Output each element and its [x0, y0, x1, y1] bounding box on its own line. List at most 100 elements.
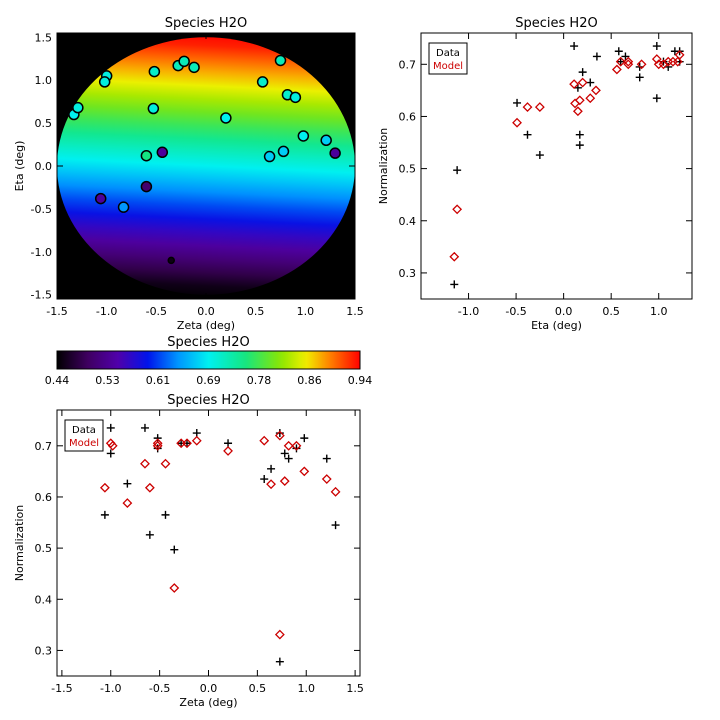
- eta-model-point: [572, 106, 583, 117]
- zeta-model-point: [223, 446, 233, 456]
- zeta-model-point: [152, 438, 163, 449]
- map-xtick-label: 0.5: [247, 305, 265, 318]
- zeta-data-point: [106, 423, 115, 432]
- eta-model-point: [672, 56, 683, 67]
- zeta-xtick-label: -0.5: [149, 682, 170, 695]
- eta-legend-box: [428, 42, 468, 75]
- map-point: [297, 130, 310, 142]
- eta-data-point: [513, 98, 522, 107]
- eta-model-point: [585, 93, 596, 104]
- zeta-model-point: [182, 438, 192, 449]
- map-point: [263, 150, 276, 163]
- eta-data-point: [586, 78, 595, 87]
- eta-model-point: [623, 59, 634, 70]
- eta-data-point: [575, 130, 584, 139]
- zeta-data-point: [145, 530, 154, 539]
- map-ytick-label: 1.5: [35, 31, 53, 44]
- eta-title: Species H2O: [515, 16, 597, 31]
- eta-data-point: [453, 166, 462, 175]
- map-ytick-label: -0.5: [31, 203, 52, 216]
- zeta-data-point: [275, 429, 284, 438]
- map-ylabel: Eta (deg): [13, 141, 26, 192]
- map-ytick-label: -1.0: [31, 246, 52, 259]
- colorbar-tick-label: 0.78: [247, 374, 272, 387]
- colorbar-title: Species H2O: [167, 335, 249, 350]
- eta-model-point: [569, 79, 580, 90]
- zeta-data-point: [153, 444, 162, 453]
- eta-data-point: [592, 52, 601, 61]
- zeta-xtick-label: 1.0: [297, 682, 315, 695]
- zeta-xtick-label: -1.5: [51, 682, 72, 695]
- map-xtick-label: -1.5: [46, 305, 67, 318]
- zeta-data-point: [140, 423, 149, 432]
- zeta-data-point: [192, 429, 201, 438]
- zeta-model-point: [107, 440, 118, 451]
- colorbar-panel: Species H2O 0.44 0.53 0.61 0.69 0.78 0.86 0.94: [45, 335, 373, 387]
- map-xlabel: Zeta (deg): [177, 319, 235, 332]
- eta-ytick-label: 0.7: [399, 58, 417, 71]
- zeta-data-point: [322, 454, 331, 463]
- map-ytick-label: 1.0: [35, 74, 53, 87]
- eta-ylabel: Normalization: [377, 128, 390, 204]
- zeta-ytick-label: 0.7: [35, 440, 53, 453]
- map-point: [140, 180, 153, 193]
- eta-data-point: [621, 52, 630, 61]
- eta-xtick-label: 0.0: [555, 305, 573, 318]
- map-ytick-label: 0.5: [35, 117, 53, 130]
- zeta-data-point: [161, 510, 170, 519]
- zeta-scatter-panel: -1.5 -1.0 -0.5 0.0 0.5 1.0 1.5 0.3 0.4 0.5 0.6 0.7 S…: [13, 393, 364, 709]
- eta-model-point: [615, 56, 626, 67]
- colorbar-tick-label: 0.86: [297, 374, 322, 387]
- map-panel: -1.5 -1.0 -0.5 0.0 0.5 1.0 1.5 -1.5 -1.0 -0.5 0.0 0…: [13, 16, 364, 332]
- eta-data-point: [450, 280, 459, 289]
- eta-xtick-label: 0.5: [602, 305, 620, 318]
- zeta-legend-data: Data: [72, 425, 96, 436]
- map-point: [148, 65, 161, 78]
- zeta-model-point: [152, 440, 163, 451]
- zeta-model-point: [169, 583, 180, 593]
- eta-data-point: [535, 151, 544, 160]
- zeta-model-point: [283, 440, 294, 451]
- zeta-xtick-label: 0.5: [249, 682, 267, 695]
- zeta-model-point: [160, 458, 171, 469]
- eta-data-point: [614, 47, 623, 56]
- map-xtick-label: 0.0: [197, 305, 215, 318]
- zeta-data-point: [260, 475, 269, 484]
- eta-model-point: [574, 95, 585, 106]
- map-point: [140, 149, 153, 162]
- eta-xtick-label: -1.0: [458, 305, 479, 318]
- zeta-data-point: [331, 521, 340, 530]
- map-ytick-label: -1.5: [31, 289, 52, 302]
- zeta-ylabel: Normalization: [13, 505, 26, 581]
- zeta-data-point: [170, 545, 179, 554]
- colorbar-bar: [56, 350, 361, 370]
- map-point: [274, 54, 287, 67]
- zeta-model-point: [274, 629, 285, 640]
- colorbar-tick-label: 0.61: [146, 374, 171, 387]
- eta-model-point: [591, 85, 601, 96]
- eta-xtick-label: 1.0: [650, 305, 668, 318]
- zeta-xlabel: Zeta (deg): [179, 696, 237, 709]
- zeta-data-point: [123, 479, 132, 488]
- zeta-data-point: [106, 449, 115, 458]
- eta-model-point: [674, 49, 685, 60]
- zeta-data-point: [292, 444, 301, 453]
- zeta-model-point: [144, 482, 155, 493]
- eta-model-point: [522, 102, 533, 112]
- eta-ytick-label: 0.3: [399, 267, 417, 280]
- zeta-data-point: [182, 439, 191, 448]
- map-point: [277, 145, 290, 158]
- zeta-ytick-label: 0.3: [35, 644, 53, 657]
- zeta-model-point: [266, 479, 276, 490]
- map-point: [94, 192, 107, 205]
- map-xtick-label: -1.0: [96, 305, 117, 318]
- colorbar-tick-label: 0.44: [45, 374, 70, 387]
- eta-frame: [420, 32, 693, 300]
- eta-legend-model: Model: [433, 61, 463, 72]
- zeta-legend-model: Model: [69, 438, 99, 449]
- map-point: [329, 147, 341, 159]
- zeta-data-point: [280, 449, 289, 458]
- zeta-model-point: [259, 435, 270, 446]
- map-point: [320, 134, 332, 147]
